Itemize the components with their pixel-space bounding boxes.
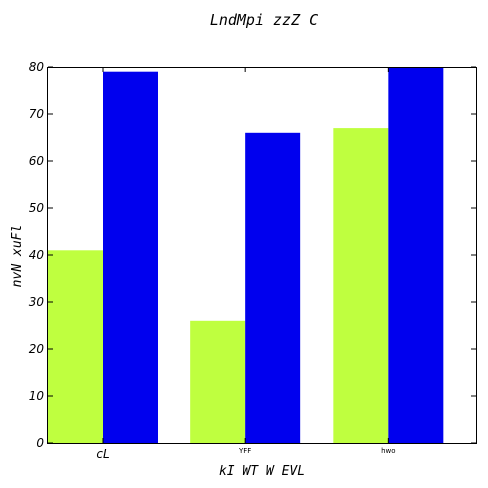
bars-layer [48,67,444,444]
bar-series2-YFF [245,132,301,444]
bar-series1-YFF [190,320,246,443]
bar-series2-cL [103,71,158,443]
y-tick-label-20: 20 [29,342,45,356]
ticks-layer: cL YFF hwo 0 10 20 30 40 50 60 70 80 [29,60,476,461]
bar-series1-hwo [333,128,389,443]
y-tick-label-70: 70 [29,107,45,121]
y-tick-label-80: 80 [29,60,45,74]
x-tick-label-cL: cL [96,447,109,461]
x-axis-label: kI WT W EVL [219,464,305,479]
y-tick-label-40: 40 [29,248,45,262]
bar-series2-hwo [388,67,444,443]
y-tick-label-10: 10 [29,389,45,403]
x-tick-label-YFF: YFF [238,447,251,455]
y-tick-label-30: 30 [29,295,45,309]
y-tick-label-50: 50 [29,201,45,215]
plot-frame [47,67,477,444]
x-tick-label-hwo: hwo [381,447,395,455]
chart-title: LndMpi zzZ C [210,11,318,29]
y-tick-label-60: 60 [29,154,45,168]
y-axis-label: nvN xuFl [10,225,25,288]
bar-series1-cL [48,250,103,443]
y-tick-label-0: 0 [36,436,44,450]
